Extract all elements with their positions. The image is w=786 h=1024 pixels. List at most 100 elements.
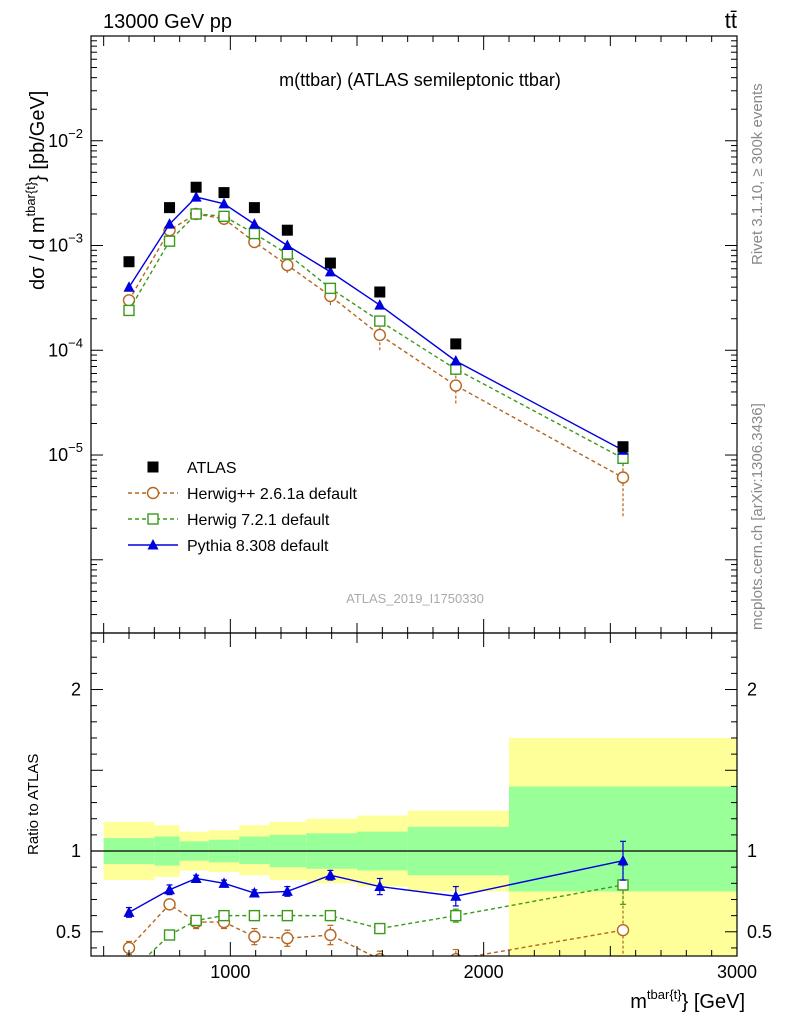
ratio-point-herwig7 — [324, 909, 337, 922]
ratio-point-herwigpp — [163, 898, 176, 911]
legend-label: Herwig 7.2.1 default — [187, 512, 330, 529]
data-point-atlas — [324, 257, 336, 269]
ratio-point-herwigpp — [281, 932, 294, 945]
ratio-y-axis-label: Ratio to ATLAS — [25, 754, 42, 855]
ratio-point-pythia — [617, 854, 629, 866]
ratio-point-pythia — [281, 885, 293, 896]
ratio-series-group — [122, 840, 630, 979]
data-point-herwig7 — [163, 235, 176, 247]
ratio-point-pythia — [324, 869, 336, 880]
main-plot-panel: 10−5 10−4 10−3 10−2 m(ttbar) (ATLAS semilep… — [23, 35, 738, 634]
data-point-atlas — [281, 224, 293, 236]
ratio-series-herwig7 — [124, 864, 629, 979]
data-point-pythia — [374, 299, 386, 310]
data-point-pythia — [164, 218, 176, 229]
data-point-herwig7 — [218, 210, 230, 223]
ratio-plot-panel: 0.5 0.5 1 1 2 2 1000 2000 3000 Ratio to ATLAS — [25, 632, 772, 982]
main-plot-axes: 10−5 10−4 10−3 10−2 — [48, 35, 738, 634]
ratio-line-pythia — [128, 860, 624, 914]
main-y-tick-label: 10−2 — [48, 126, 83, 151]
y-axis-label-main: dσ / d m — [27, 217, 49, 290]
data-point-herwig7 — [248, 227, 261, 240]
data-point-pythia — [248, 218, 260, 229]
ratio-point-herwig7 — [124, 969, 134, 979]
data-point-herwig7 — [374, 315, 386, 327]
uncertainty-band-inner — [239, 836, 270, 864]
ratio-point-pythia — [123, 906, 135, 917]
series-line-herwigpp — [128, 213, 624, 479]
ratio-point-herwigpp — [324, 928, 337, 942]
y-axis-label: dσ / d mtbar{t}} [pb/GeV] — [23, 91, 49, 290]
legend-marker — [146, 486, 160, 500]
main-plot-marks — [122, 181, 630, 517]
ratio-point-pythia — [164, 883, 176, 895]
x-axis-label: mtbar{t}} [GeV] — [630, 987, 745, 1013]
ratio-point-herwig7 — [163, 929, 176, 941]
ratio-y-tick-label-left: 0.5 — [56, 922, 81, 942]
ratio-point-pythia — [190, 872, 202, 883]
legend-marker — [147, 461, 159, 473]
legend-label: Pythia 8.308 default — [187, 538, 329, 555]
ratio-y-tick-label-left: 1 — [71, 841, 81, 861]
data-point-atlas — [450, 338, 462, 350]
ratio-x-tick-label: 3000 — [717, 962, 757, 982]
main-y-tick-label: 10−4 — [48, 335, 83, 360]
data-point-herwigpp — [616, 471, 630, 484]
ratio-point-herwigpp — [374, 953, 386, 956]
legend-item: Herwig 7.2.1 default — [128, 512, 330, 529]
ratio-point-pythia — [218, 877, 230, 888]
ratio-point-herwig7 — [248, 909, 261, 922]
ratio-point-herwig7 — [617, 879, 629, 891]
ratio-line-herwigpp — [128, 903, 624, 956]
data-point-atlas — [164, 202, 176, 214]
ratio-y-tick-label-right: 2 — [747, 680, 757, 700]
ratio-series-pythia — [123, 840, 629, 918]
ratio-point-pythia — [248, 887, 260, 898]
mcplots-label: mcplots.cern.ch [arXiv:1306.3436] — [749, 403, 766, 630]
series-line-herwig7 — [128, 213, 624, 459]
y-axis-label-sup: tbar{t} — [23, 181, 38, 216]
legend-label: Herwig++ 2.6.1a default — [187, 486, 357, 503]
ratio-y-tick-label-left: 2 — [71, 680, 81, 700]
ratio-x-tick-label: 2000 — [464, 962, 504, 982]
ratio-plot-axes: 0.5 0.5 1 1 2 2 1000 2000 3000 — [56, 633, 772, 982]
ratio-y-tick-label-right: 1 — [747, 841, 757, 861]
data-point-pythia — [324, 265, 336, 277]
data-point-atlas — [617, 441, 629, 453]
energy-label: 13000 GeV pp — [103, 11, 232, 33]
data-point-herwigpp — [373, 328, 386, 342]
data-point-herwig7 — [123, 304, 135, 317]
legend: ATLAS Herwig++ 2.6.1a default Herwig 7.2.1… — [128, 460, 357, 555]
data-point-pythia — [281, 239, 293, 251]
legend-marker — [147, 539, 159, 550]
data-point-atlas — [218, 187, 230, 199]
ratio-point-herwig7 — [450, 909, 462, 922]
data-point-herwigpp — [449, 379, 462, 392]
data-point-herwig7 — [617, 452, 629, 465]
main-y-tick-label: 10−5 — [48, 440, 83, 465]
data-point-atlas — [190, 181, 202, 193]
data-point-herwig7 — [324, 282, 337, 295]
data-point-atlas — [374, 286, 386, 298]
process-label: tt̄ — [725, 8, 737, 33]
data-point-atlas — [248, 202, 260, 214]
ratio-point-pythia — [374, 880, 386, 892]
data-point-herwigpp — [281, 258, 294, 272]
ratio-point-herwigpp — [248, 930, 261, 943]
ratio-x-tick-label: 1000 — [210, 962, 250, 982]
data-point-herwig7 — [190, 208, 202, 220]
data-point-pythia — [218, 197, 230, 209]
data-point-herwig7 — [450, 363, 462, 375]
ratio-plot-marks — [91, 737, 737, 979]
legend-item: Pythia 8.308 default — [128, 538, 329, 555]
ratio-y-tick-label-right: 0.5 — [747, 922, 772, 942]
watermark: ATLAS_2019_I1750330 — [346, 591, 484, 606]
ratio-point-herwigpp — [450, 953, 462, 956]
legend-marker — [147, 513, 159, 525]
ratio-point-pythia — [450, 890, 462, 901]
data-point-atlas — [123, 256, 135, 268]
plot-title: m(ttbar) (ATLAS semileptonic ttbar) — [279, 70, 561, 90]
ratio-point-herwig7 — [281, 909, 294, 922]
ratio-plot-frame — [90, 632, 738, 957]
